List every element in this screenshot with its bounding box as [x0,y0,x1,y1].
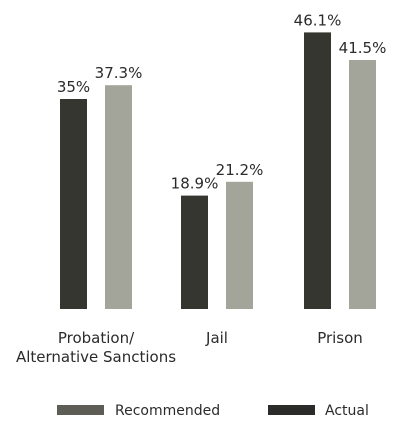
value-label-recommended-3: 41.5% [339,39,387,57]
legend: Recommended Actual [57,403,369,419]
bar-recommended-2 [226,181,253,309]
bar-actual-1 [60,99,87,309]
legend-swatch-actual [268,405,315,415]
legend-label-actual: Actual [325,403,369,419]
bars-layer [60,32,376,310]
category-label-3: Prison [317,329,363,347]
value-label-actual-1: 35% [57,78,90,96]
legend-label-recommended: Recommended [115,403,220,419]
value-label-recommended-1: 37.3% [95,64,143,82]
bar-recommended-1 [105,85,132,309]
value-label-recommended-2: 21.2% [216,161,264,179]
category-label-1: Probation/Alternative Sanctions [16,329,176,366]
value-label-actual-3: 46.1% [294,11,342,29]
value-labels-layer: 35% 37.3% 18.9%21.2% 46.1% 41.5% [57,11,387,192]
legend-swatch-recommended [57,405,104,415]
bar-actual-3 [304,32,331,310]
category-labels-layer: Probation/Alternative Sanctions Jail Priso… [16,329,363,366]
value-label-actual-2: 18.9% [171,175,219,193]
bar-recommended-3 [349,60,376,309]
category-label-2: Jail [205,329,228,347]
bar-actual-2 [181,195,208,309]
